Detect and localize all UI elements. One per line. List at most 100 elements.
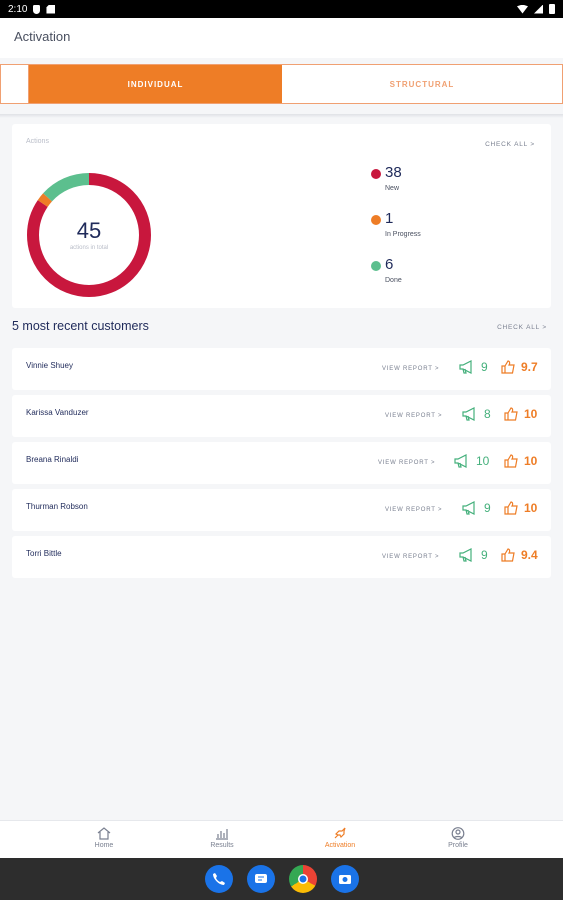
home-icon — [97, 827, 111, 840]
legend-done-label: Done — [385, 277, 402, 284]
battery-icon — [549, 4, 555, 14]
page-title: Activation — [14, 29, 71, 44]
recent-customers-title: 5 most recent customers — [12, 319, 149, 333]
app-bar: Activation — [0, 18, 563, 58]
actions-card: Actions CHECK ALL > 45 actions in total … — [12, 124, 551, 308]
profile-icon — [451, 827, 465, 840]
view-report-link[interactable]: VIEW REPORT > — [382, 554, 440, 560]
csat-value: 10 — [524, 454, 538, 468]
customer-row[interactable]: Vinnie Shuey VIEW REPORT > 9 9.7 — [12, 348, 551, 390]
camera-app-icon[interactable] — [330, 865, 359, 893]
nav-activation-label: Activation — [324, 842, 356, 849]
nps-score: 9 — [458, 360, 488, 374]
nav-results[interactable]: Results — [192, 827, 252, 849]
nps-score: 9 — [458, 548, 488, 562]
donut-segment-done — [27, 173, 151, 297]
customer-name: Torri Bittle — [26, 549, 62, 558]
view-report-link[interactable]: VIEW REPORT > — [382, 366, 440, 372]
csat-score: 10 — [504, 501, 537, 515]
legend-in-progress-label: In Progress — [385, 231, 421, 238]
nps-score: 9 — [461, 501, 491, 515]
actions-total: 45 — [76, 218, 102, 243]
nav-activation[interactable]: Activation — [310, 827, 370, 849]
legend-dot-in-progress — [371, 215, 381, 225]
actions-donut-chart — [27, 173, 151, 297]
customer-row[interactable]: Karissa Vanduzer VIEW REPORT > 8 10 — [12, 395, 551, 437]
view-report-link[interactable]: VIEW REPORT > — [385, 507, 443, 513]
nps-score: 8 — [461, 407, 491, 421]
view-report-link[interactable]: VIEW REPORT > — [378, 460, 436, 466]
nps-value: 10 — [476, 454, 490, 468]
csat-score: 10 — [504, 407, 537, 421]
tab-stub — [1, 65, 29, 103]
tab-individual[interactable]: INDIVIDUAL — [29, 65, 282, 103]
customer-row[interactable]: Thurman Robson VIEW REPORT > 9 10 — [12, 489, 551, 531]
nav-home[interactable]: Home — [74, 827, 134, 849]
csat-value: 9.7 — [521, 360, 538, 374]
legend-new-value: 38 — [385, 164, 402, 181]
customer-name: Karissa Vanduzer — [26, 408, 89, 417]
nps-value: 9 — [481, 360, 488, 374]
chrome-app-icon[interactable] — [288, 865, 317, 893]
messages-app-icon[interactable] — [246, 865, 275, 893]
chrome-icon — [297, 874, 308, 884]
megaphone-icon — [459, 548, 472, 562]
csat-score: 9.7 — [501, 360, 538, 374]
donut-center: 45 actions in total — [26, 172, 152, 298]
tab-structural[interactable]: STRUCTURAL — [389, 79, 455, 89]
csat-value: 10 — [524, 407, 538, 421]
legend-dot-done — [371, 261, 381, 271]
nav-home-label: Home — [94, 842, 114, 849]
rocket-icon — [334, 827, 346, 839]
nps-value: 9 — [481, 548, 488, 562]
actions-label: Actions — [26, 138, 49, 145]
megaphone-icon — [459, 360, 472, 374]
legend-dot-new — [371, 169, 381, 179]
megaphone-icon — [454, 454, 467, 468]
view-report-link[interactable]: VIEW REPORT > — [385, 413, 443, 419]
nav-profile-label: Profile — [448, 842, 468, 849]
divider — [0, 114, 563, 118]
customer-name: Breana Rinaldi — [26, 455, 79, 464]
thumbs-up-icon — [504, 454, 518, 468]
sd-card-icon — [46, 4, 56, 14]
chart-icon — [216, 829, 228, 840]
nps-score: 10 — [453, 454, 489, 468]
legend-in-progress-value: 1 — [385, 210, 394, 227]
csat-score: 10 — [504, 454, 537, 468]
customer-row[interactable]: Torri Bittle VIEW REPORT > 9 9.4 — [12, 536, 551, 578]
message-icon — [254, 874, 267, 883]
actions-total-caption: actions in total — [69, 245, 109, 251]
legend-done-value: 6 — [385, 256, 394, 273]
status-time: 2:10 — [8, 3, 28, 15]
thumbs-up-icon — [504, 407, 518, 421]
csat-value: 9.4 — [521, 548, 538, 562]
thumbs-up-icon — [504, 501, 518, 515]
wifi-icon — [517, 4, 528, 14]
thumbs-up-icon — [501, 360, 515, 374]
legend-new-label: New — [385, 185, 400, 192]
nav-results-label: Results — [210, 842, 234, 849]
csat-value: 10 — [524, 501, 538, 515]
megaphone-icon — [462, 407, 475, 421]
cell-signal-icon — [534, 4, 543, 14]
thumbs-up-icon — [501, 548, 515, 562]
phone-app-icon[interactable] — [204, 865, 233, 893]
customer-name: Thurman Robson — [26, 502, 88, 511]
megaphone-icon — [462, 501, 475, 515]
customer-name: Vinnie Shuey — [26, 361, 73, 370]
system-dock — [0, 858, 563, 900]
actions-check-all-link[interactable]: CHECK ALL > — [485, 141, 535, 148]
phone-icon — [212, 873, 225, 885]
csat-score: 9.4 — [501, 548, 538, 562]
segment-tabs: INDIVIDUAL STRUCTURAL — [0, 64, 563, 104]
camera-icon — [338, 875, 351, 884]
customer-row[interactable]: Breana Rinaldi VIEW REPORT > 10 10 — [12, 442, 551, 484]
nps-value: 8 — [484, 407, 491, 421]
status-bar: 2:10 — [0, 0, 563, 18]
bottom-nav: Home Results Activation Profile — [0, 820, 563, 858]
nav-profile[interactable]: Profile — [428, 827, 488, 849]
nps-value: 9 — [484, 501, 491, 515]
shield-icon — [33, 4, 41, 14]
customers-check-all-link[interactable]: CHECK ALL > — [497, 324, 547, 331]
